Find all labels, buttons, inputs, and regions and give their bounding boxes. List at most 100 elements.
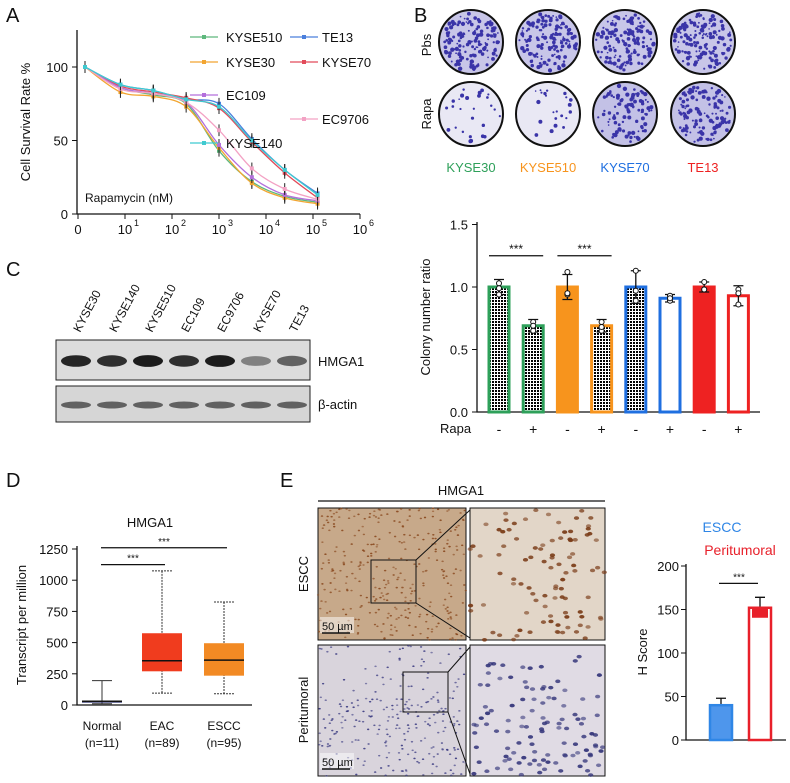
- plate: [515, 81, 581, 147]
- colony: [693, 140, 696, 143]
- legend-label: EC109: [226, 88, 266, 103]
- nucleus: [419, 517, 423, 520]
- nucleus: [332, 523, 336, 525]
- nucleus: [366, 555, 370, 558]
- colony: [561, 63, 566, 68]
- colony: [477, 93, 481, 98]
- colony: [486, 26, 489, 30]
- colony: [552, 111, 555, 114]
- colony: [480, 52, 485, 56]
- nucleus: [323, 588, 326, 591]
- bar-KYSE30-rapa: [521, 324, 545, 414]
- nucleus: [372, 577, 375, 580]
- nucleus: [444, 772, 447, 774]
- colony: [607, 124, 610, 126]
- colony: [527, 37, 532, 43]
- colony: [716, 40, 720, 44]
- colony: [698, 118, 703, 123]
- colony: [632, 39, 637, 43]
- colony: [705, 42, 708, 46]
- nucleus: [321, 583, 324, 585]
- nucleus: [397, 576, 400, 579]
- data-point: [667, 295, 673, 302]
- row-label-escc: ESCC: [296, 556, 311, 592]
- nucleus: [562, 688, 568, 693]
- colony: [538, 29, 542, 32]
- colony: [645, 29, 650, 33]
- colony: [676, 27, 680, 31]
- colony: [633, 13, 637, 17]
- lane-label: KYSE510: [142, 282, 179, 335]
- nucleus: [532, 546, 538, 550]
- nucleus: [374, 665, 377, 668]
- colony: [648, 109, 651, 112]
- colony: [450, 47, 455, 52]
- colony: [608, 56, 612, 60]
- nucleus: [400, 744, 404, 747]
- colony: [725, 128, 729, 133]
- nucleus: [431, 615, 434, 618]
- colony: [708, 103, 711, 106]
- colony: [643, 129, 647, 133]
- cell-line-label: KYSE510: [520, 160, 576, 175]
- colony: [469, 59, 475, 64]
- nucleus: [368, 700, 372, 703]
- colony: [492, 26, 495, 29]
- colony: [456, 42, 459, 45]
- nucleus: [383, 598, 386, 601]
- colony: [470, 40, 473, 43]
- colony: [681, 50, 684, 53]
- nucleus: [439, 531, 442, 534]
- legend-label: TE13: [322, 30, 353, 45]
- nucleus: [494, 766, 501, 771]
- colony: [705, 47, 709, 50]
- data-point-EC9706: [217, 128, 221, 133]
- colony: [455, 52, 457, 55]
- nucleus: [385, 728, 388, 731]
- nucleus: [384, 740, 388, 743]
- nucleus: [357, 529, 361, 532]
- nucleus: [597, 615, 604, 620]
- nucleus: [516, 761, 522, 765]
- colony: [612, 132, 616, 137]
- colony: [624, 64, 627, 67]
- nucleus: [398, 658, 401, 661]
- colony: [489, 34, 494, 38]
- data-point: [496, 280, 502, 287]
- nucleus: [404, 703, 407, 706]
- colony: [637, 61, 641, 65]
- nucleus: [396, 717, 400, 720]
- colony: [544, 14, 548, 18]
- nucleus: [340, 740, 344, 743]
- colony: [443, 45, 448, 50]
- nucleus: [365, 596, 369, 599]
- colony: [681, 99, 686, 104]
- colony: [553, 123, 558, 128]
- colony: [543, 35, 548, 40]
- nucleus: [527, 666, 533, 671]
- nucleus: [434, 550, 437, 553]
- colony: [686, 62, 690, 66]
- nucleus: [562, 753, 568, 758]
- colony: [629, 140, 632, 143]
- band-beta-actin: [241, 401, 271, 409]
- nucleus: [551, 696, 557, 701]
- lane-label: EC109: [178, 295, 208, 334]
- nucleus: [426, 636, 429, 639]
- drug-annotation: Rapamycin (nM): [85, 191, 173, 205]
- colony: [538, 119, 543, 124]
- nucleus: [400, 698, 403, 701]
- legend-marker: [302, 117, 306, 121]
- colony: [603, 45, 608, 50]
- colony: [465, 42, 470, 47]
- colony: [678, 126, 682, 129]
- colony: [605, 96, 608, 98]
- colony: [727, 105, 732, 109]
- nucleus: [398, 727, 401, 730]
- nucleus: [552, 596, 558, 600]
- colony: [637, 16, 640, 20]
- data-point-KYSE140: [151, 88, 156, 93]
- colony: [568, 98, 573, 102]
- nucleus: [377, 608, 380, 611]
- nucleus: [333, 525, 336, 528]
